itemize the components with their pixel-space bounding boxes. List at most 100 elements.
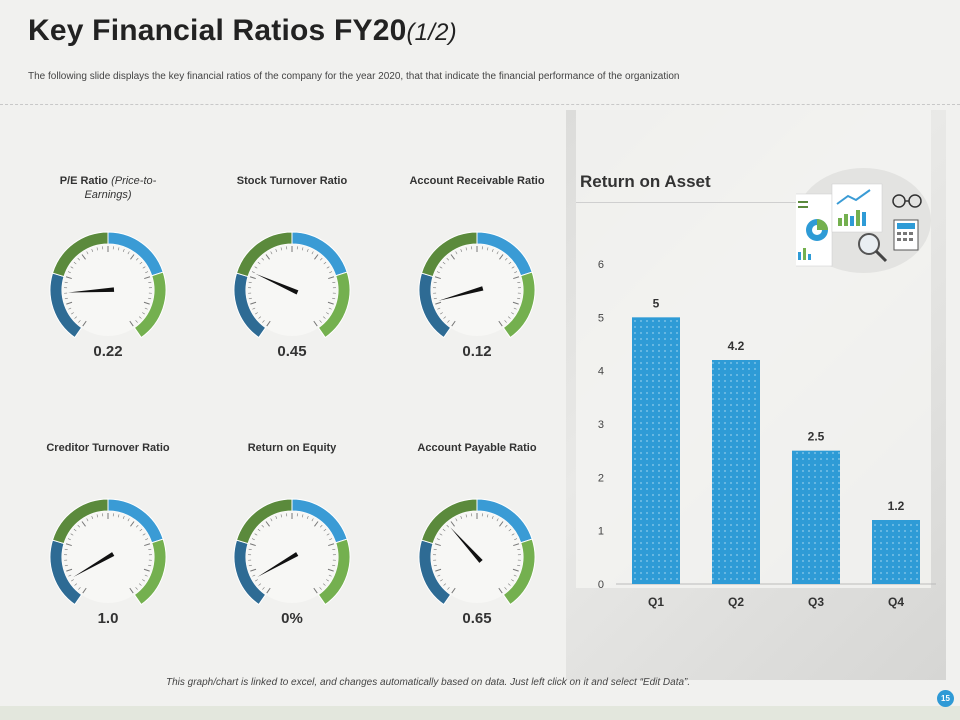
gauge-tick [142, 533, 146, 536]
gauge-tick [77, 524, 80, 528]
gauge-tick [275, 516, 278, 520]
title-suffix: (1/2) [406, 19, 457, 46]
gauge-tick [66, 568, 73, 572]
gauge-tick [514, 538, 518, 541]
gauge-tick [447, 587, 450, 590]
gauge-tick [447, 320, 450, 323]
gauge-tick [77, 257, 80, 261]
gauge-tick [64, 548, 68, 550]
gauge-tick [465, 247, 468, 251]
gauge-tick [254, 266, 258, 269]
gauge-tick [306, 249, 309, 253]
gauge-tick [143, 301, 150, 305]
gauge-tick [507, 583, 511, 586]
gauge-tick [144, 543, 151, 547]
y-tick-label: 6 [598, 259, 604, 271]
gauge-tick [91, 516, 94, 520]
gauge-tick [513, 574, 517, 577]
gauge-tick [74, 316, 78, 319]
gauge-tick [436, 538, 440, 541]
gauge-tick [486, 247, 489, 251]
gauge-tick [148, 564, 152, 567]
gauge-tick [460, 516, 463, 520]
y-tick-label: 3 [598, 419, 604, 431]
x-tick-label: Q2 [728, 595, 744, 609]
gauge-tick [498, 320, 503, 327]
gauge-label-return-on-equity: Return on Equity [247, 442, 337, 454]
gauge-tick [130, 521, 135, 527]
gauge-value-creditor-turnover: 1.0 [97, 610, 119, 627]
y-tick-label: 4 [598, 366, 604, 378]
gauge-tick [322, 583, 326, 586]
gauge-tick [73, 261, 77, 265]
gauge-tick [65, 543, 72, 547]
gauge-tick [328, 574, 332, 577]
gauge-tick [261, 524, 264, 528]
gauge-tick [332, 297, 336, 300]
gauge-tick [517, 548, 521, 550]
bar-q2 [712, 360, 760, 584]
gauge-tick [498, 587, 503, 594]
gauge-tick [78, 320, 81, 323]
gauge-tick [323, 528, 327, 532]
title-main: Key Financial Ratios FY20 [28, 14, 407, 47]
gauge-tick [265, 521, 270, 527]
gauge-tick [328, 276, 335, 280]
gauge-tick [301, 247, 304, 251]
page-title: Key Financial Ratios FY20(1/2) [28, 14, 457, 48]
gauge-tick [265, 254, 270, 260]
gauge-tick [139, 261, 143, 265]
gauge-label-account-receivable: Account Receivable Ratio [409, 175, 545, 187]
gauge-tick [433, 281, 437, 283]
gauge-tick [465, 514, 468, 518]
gauge-tick [329, 271, 333, 274]
gauge-tick [266, 587, 271, 594]
bar-q4 [872, 520, 920, 584]
gauge-tick [78, 587, 81, 590]
gauge-tick [64, 297, 68, 300]
gauge-tick [136, 524, 139, 528]
gauge-tick [248, 297, 252, 300]
gauge-tick [144, 307, 148, 310]
gauge-tick [68, 574, 72, 577]
gauge-tick [127, 518, 130, 522]
gauge-value-account-receivable: 0.12 [462, 343, 492, 360]
page-number-badge: 15 [937, 690, 954, 707]
gauge-tick [252, 574, 256, 577]
gauge-tick [249, 543, 256, 547]
gauge-tick [514, 271, 518, 274]
gauge-tick [436, 271, 440, 274]
gauge-tick [96, 247, 99, 251]
gauge-tick [446, 257, 449, 261]
gauge-tick [142, 579, 145, 582]
gauge-tick [332, 564, 336, 567]
gauge-tick [332, 281, 336, 283]
gauge-value-return-on-equity: 0% [281, 610, 303, 627]
gauge-tick [275, 249, 278, 253]
gauge-tick [82, 320, 87, 327]
gauge-tick [320, 257, 323, 261]
gauge-tick [507, 316, 511, 319]
gauge-tick [138, 316, 142, 319]
gauge-tick [455, 251, 458, 255]
gauge-tick [65, 276, 72, 280]
gauge-tick [73, 528, 77, 532]
gauge-tick [248, 281, 252, 283]
gauge-tick [311, 251, 314, 255]
gauge-tick [511, 266, 515, 269]
gauge-tick [130, 254, 135, 260]
gauge-tick [511, 312, 514, 315]
x-tick-label: Q3 [808, 595, 824, 609]
gauge-tick [91, 249, 94, 253]
gauge-tick [270, 518, 273, 522]
gauge-tick [326, 579, 329, 582]
gauge-tick [86, 518, 89, 522]
header-divider [0, 104, 960, 105]
gauge-tick [499, 521, 504, 527]
gauge-tick [280, 514, 283, 518]
gauge-tick [508, 528, 512, 532]
gauge-tick [301, 514, 304, 518]
gauge-tick [145, 271, 149, 274]
gauge-tick [504, 587, 507, 590]
gauge-tick [96, 514, 99, 518]
